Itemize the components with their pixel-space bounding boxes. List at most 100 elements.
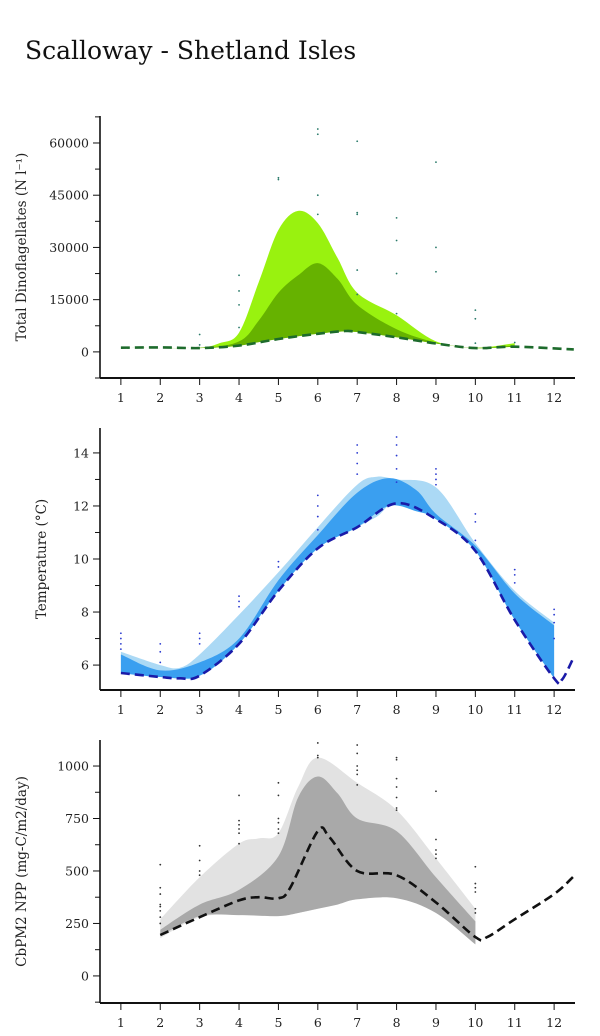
data-point xyxy=(356,784,359,786)
x-tick-label: 2 xyxy=(156,1015,164,1030)
data-point xyxy=(277,176,280,179)
x-tick-label: 3 xyxy=(196,702,204,717)
y-tick-label: 750 xyxy=(65,811,89,826)
data-point xyxy=(395,777,398,780)
data-point xyxy=(474,513,477,515)
data-point xyxy=(474,317,477,320)
data-point xyxy=(277,781,280,784)
data-point xyxy=(238,326,240,329)
data-point xyxy=(356,744,359,746)
data-point xyxy=(395,436,398,438)
data-point xyxy=(159,886,162,889)
y-tick-label: 0 xyxy=(81,344,89,359)
data-point xyxy=(277,560,280,563)
data-point xyxy=(513,341,516,344)
data-point xyxy=(159,650,162,653)
data-point xyxy=(198,859,201,862)
data-point xyxy=(159,893,162,895)
data-point xyxy=(356,769,359,772)
outer-band xyxy=(120,476,555,680)
inner-band xyxy=(160,776,476,945)
inner-band xyxy=(120,263,515,349)
x-tick-label: 7 xyxy=(353,702,361,717)
x-tick-label: 12 xyxy=(546,702,562,717)
x-tick-label: 7 xyxy=(353,1015,361,1030)
data-point xyxy=(159,863,162,866)
data-point xyxy=(474,912,477,914)
data-point xyxy=(356,269,359,271)
data-point xyxy=(435,246,437,249)
data-point xyxy=(238,303,240,306)
data-point xyxy=(238,842,240,845)
y-tick-label: 8 xyxy=(81,605,89,620)
data-point xyxy=(277,178,280,181)
data-point xyxy=(474,891,477,893)
data-point xyxy=(395,239,398,242)
data-point xyxy=(474,309,477,312)
data-point xyxy=(395,467,398,470)
x-tick-label: 11 xyxy=(507,1015,523,1030)
data-point xyxy=(435,849,437,851)
y-tick-label: 10 xyxy=(73,552,89,567)
data-point xyxy=(238,605,240,608)
data-point xyxy=(474,539,477,542)
data-point xyxy=(435,853,437,856)
data-point xyxy=(238,274,240,277)
x-tick-label: 8 xyxy=(393,390,401,405)
data-point xyxy=(395,444,398,446)
data-point xyxy=(356,452,359,454)
data-point xyxy=(553,637,556,640)
data-point xyxy=(395,272,398,275)
data-point xyxy=(198,333,201,336)
data-point xyxy=(238,794,240,797)
y-axis-title: CbPM2 NPP (mg-C/m2/day) xyxy=(14,776,30,967)
data-point xyxy=(238,832,240,835)
data-point xyxy=(474,882,477,885)
data-point xyxy=(356,211,359,214)
data-point xyxy=(119,632,122,635)
y-tick-label: 1000 xyxy=(57,759,89,774)
data-point xyxy=(474,886,477,889)
data-point xyxy=(395,786,398,788)
data-point xyxy=(356,765,359,767)
data-point xyxy=(119,648,122,651)
x-tick-label: 3 xyxy=(196,1015,204,1030)
data-point xyxy=(198,870,201,872)
data-point xyxy=(356,473,359,476)
y-tick-label: 30000 xyxy=(49,240,89,255)
data-point xyxy=(395,756,398,759)
y-tick-label: 6 xyxy=(81,658,89,673)
x-tick-label: 4 xyxy=(235,1015,243,1030)
x-tick-label: 12 xyxy=(546,1015,562,1030)
x-tick-label: 5 xyxy=(274,702,282,717)
data-point xyxy=(198,874,201,877)
data-point xyxy=(198,637,201,640)
data-point xyxy=(277,821,280,824)
data-point xyxy=(316,494,319,497)
y-tick-label: 60000 xyxy=(49,135,89,150)
data-point xyxy=(316,194,319,197)
data-point xyxy=(356,293,359,296)
inner-band xyxy=(120,478,555,679)
x-tick-label: 4 xyxy=(235,702,243,717)
x-tick-label: 2 xyxy=(156,390,164,405)
x-tick-label: 1 xyxy=(117,1015,125,1030)
data-point xyxy=(513,581,516,584)
mean-line xyxy=(159,826,575,942)
data-point xyxy=(316,515,319,518)
data-point xyxy=(119,642,122,645)
data-point xyxy=(198,344,201,346)
data-point xyxy=(356,462,359,465)
x-tick-label: 10 xyxy=(467,390,483,405)
data-point xyxy=(356,213,359,216)
data-point xyxy=(316,754,319,757)
x-tick-label: 6 xyxy=(314,1015,322,1030)
x-tick-label: 5 xyxy=(274,390,282,405)
data-point xyxy=(277,817,280,820)
data-point xyxy=(277,794,280,797)
data-point xyxy=(395,758,398,761)
data-point xyxy=(395,809,398,812)
y-axis-title: Temperature (°C) xyxy=(34,499,50,619)
